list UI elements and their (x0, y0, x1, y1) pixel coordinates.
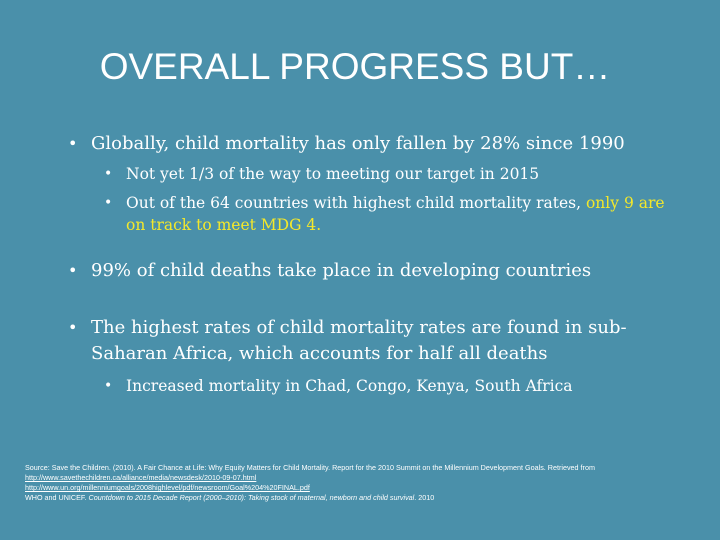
bullet-3: • The highest rates of child mortality r… (68, 315, 658, 367)
bullet-dot: • (104, 166, 113, 182)
source-line: WHO and UNICEF. Countdown to 2015 Decade… (25, 493, 705, 503)
bullet-text: Out of the 64 countries with highest chi… (104, 192, 674, 236)
bullet-text-plain: Out of the 64 countries with highest chi… (126, 194, 582, 212)
bullet-dot: • (104, 378, 113, 394)
source-link[interactable]: http://www.savethechildren.ca/alliance/m… (25, 473, 257, 482)
sub-bullet-1: • Not yet 1/3 of the way to meeting our … (104, 163, 674, 185)
source-link[interactable]: http://www.un.org/millenniumgoals/2008hi… (25, 483, 310, 492)
bullet-text: The highest rates of child mortality rat… (91, 317, 627, 364)
source-prefix: WHO and UNICEF. (25, 493, 87, 502)
sub-bullet-2: • Out of the 64 countries with highest c… (104, 192, 674, 236)
highlight-text: only (585, 194, 619, 212)
bullet-text: Increased mortality in Chad, Congo, Keny… (126, 377, 573, 395)
highlight-text: 9 are on track to meet MDG 4. (126, 194, 665, 234)
sub-bullet-3: • Increased mortality in Chad, Congo, Ke… (104, 375, 674, 397)
bullet-2: • 99% of child deaths take place in deve… (68, 258, 668, 284)
source-report-title: Countdown to 2015 Decade Report (2000–20… (88, 493, 415, 502)
source-suffix: . 2010 (414, 493, 435, 502)
bullet-dot: • (68, 134, 78, 153)
bullet-dot: • (68, 318, 78, 337)
source-citation: Source: Save the Children. (2010). A Fai… (25, 463, 705, 503)
bullet-text: Globally, child mortality has only falle… (91, 133, 625, 154)
bullet-1: • Globally, child mortality has only fal… (68, 131, 668, 157)
source-line: Source: Save the Children. (2010). A Fai… (25, 463, 595, 472)
bullet-dot: • (68, 261, 78, 280)
bullet-text: Not yet 1/3 of the way to meeting our ta… (126, 165, 540, 183)
bullet-text: 99% of child deaths take place in develo… (91, 260, 592, 281)
bullet-dot: • (104, 195, 113, 211)
slide-title: OVERALL PROGRESS BUT… (99, 46, 611, 87)
